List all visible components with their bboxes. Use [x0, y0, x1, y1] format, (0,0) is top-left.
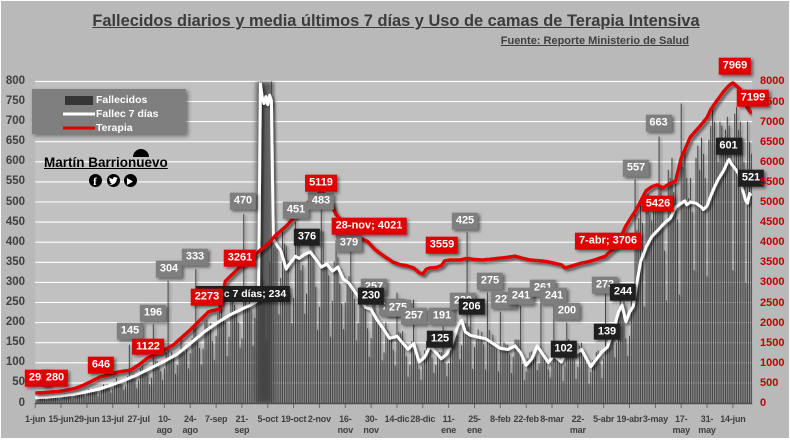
svg-text:f: f: [93, 176, 97, 188]
